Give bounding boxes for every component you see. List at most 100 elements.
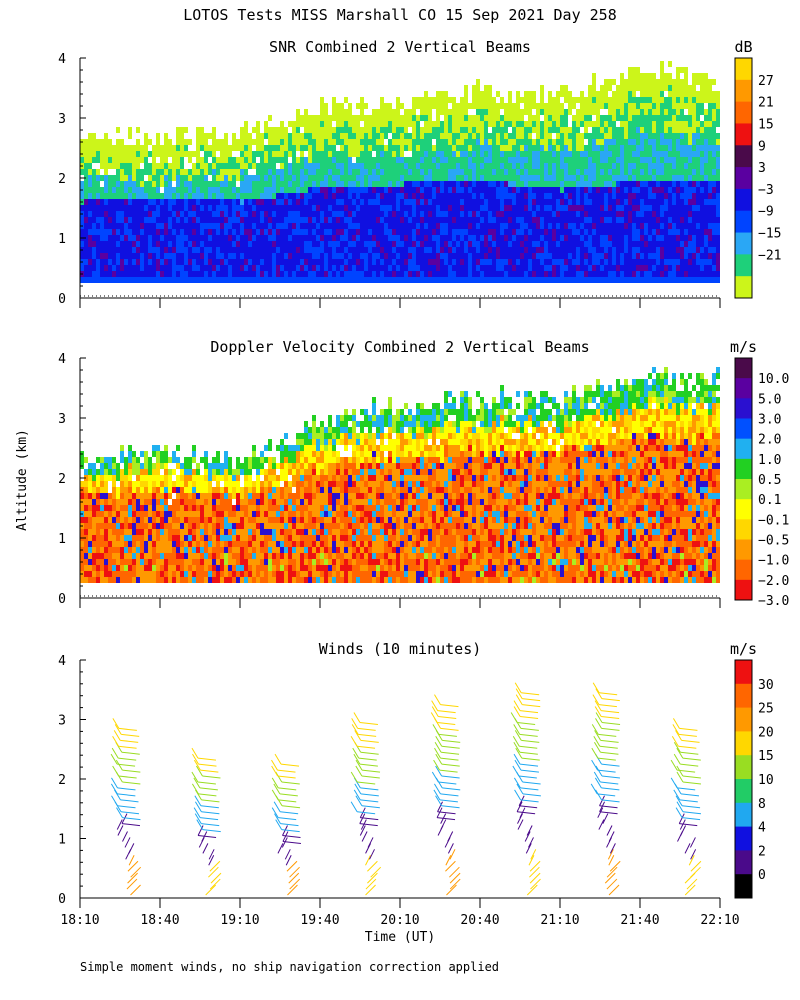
data-cell: [692, 253, 696, 259]
data-cell: [392, 121, 396, 127]
data-cell: [604, 235, 608, 241]
data-cell: [508, 277, 512, 283]
data-cell: [140, 175, 144, 181]
data-cell: [456, 151, 460, 157]
data-cell: [620, 211, 624, 217]
data-cell: [272, 145, 276, 151]
data-cell: [232, 247, 236, 253]
data-cell: [196, 193, 200, 199]
data-cell: [488, 259, 492, 265]
data-cell: [476, 151, 480, 157]
data-cell: [100, 253, 104, 259]
data-cell: [580, 193, 584, 199]
colorbar-label: −9: [758, 205, 774, 220]
data-cell: [656, 169, 660, 175]
data-cell: [468, 175, 472, 181]
data-cell: [160, 259, 164, 265]
data-cell: [92, 571, 96, 577]
data-cell: [520, 181, 524, 187]
data-cell: [92, 157, 96, 163]
data-cell: [264, 223, 268, 229]
data-cell: [324, 211, 328, 217]
data-cell: [524, 193, 528, 199]
data-cell: [292, 133, 296, 139]
data-cell: [408, 175, 412, 181]
data-cell: [640, 187, 644, 193]
data-cell: [596, 151, 600, 157]
data-cell: [80, 205, 84, 211]
data-cell: [692, 259, 696, 265]
data-cell: [444, 97, 448, 103]
data-cell: [152, 253, 156, 259]
data-cell: [492, 145, 496, 151]
data-cell: [472, 91, 476, 97]
data-cell: [364, 103, 368, 109]
data-cell: [276, 271, 280, 277]
data-cell: [284, 259, 288, 265]
data-cell: [392, 271, 396, 277]
data-cell: [332, 265, 336, 271]
data-cell: [116, 253, 120, 259]
data-cell: [280, 151, 284, 157]
data-cell: [148, 247, 152, 253]
data-cell: [316, 199, 320, 205]
data-cell: [80, 493, 84, 499]
data-cell: [200, 133, 204, 139]
data-cell: [236, 163, 240, 169]
data-cell: [716, 97, 720, 103]
data-cell: [344, 217, 348, 223]
data-cell: [712, 169, 716, 175]
data-cell: [636, 223, 640, 229]
data-cell: [116, 559, 120, 565]
data-cell: [88, 271, 92, 277]
data-cell: [480, 127, 484, 133]
data-cell: [124, 145, 128, 151]
data-cell: [404, 205, 408, 211]
data-cell: [636, 133, 640, 139]
data-cell: [196, 187, 200, 193]
data-cell: [644, 187, 648, 193]
data-cell: [480, 259, 484, 265]
data-cell: [400, 145, 404, 151]
data-cell: [484, 121, 488, 127]
data-cell: [488, 187, 492, 193]
data-cell: [584, 259, 588, 265]
data-cell: [412, 181, 416, 187]
data-cell: [432, 175, 436, 181]
data-cell: [308, 265, 312, 271]
data-cell: [120, 541, 124, 547]
data-cell: [440, 139, 444, 145]
data-cell: [376, 193, 380, 199]
data-cell: [568, 265, 572, 271]
data-cell: [436, 109, 440, 115]
data-cell: [652, 199, 656, 205]
data-cell: [380, 223, 384, 229]
data-cell: [412, 151, 416, 157]
data-cell: [284, 193, 288, 199]
data-cell: [620, 223, 624, 229]
data-cell: [244, 163, 248, 169]
data-cell: [480, 229, 484, 235]
data-cell: [616, 163, 620, 169]
data-cell: [636, 151, 640, 157]
data-cell: [384, 259, 388, 265]
data-cell: [100, 463, 104, 469]
data-cell: [176, 277, 180, 283]
data-cell: [392, 163, 396, 169]
data-cell: [448, 97, 452, 103]
data-cell: [328, 223, 332, 229]
data-cell: [104, 559, 108, 565]
data-cell: [496, 163, 500, 169]
data-cell: [92, 475, 96, 481]
data-cell: [344, 181, 348, 187]
y-tick-label: 4: [58, 52, 66, 67]
data-cell: [564, 163, 568, 169]
data-cell: [116, 139, 120, 145]
data-cell: [348, 235, 352, 241]
data-cell: [432, 145, 436, 151]
data-cell: [708, 163, 712, 169]
data-cell: [120, 205, 124, 211]
data-cell: [504, 151, 508, 157]
data-cell: [308, 259, 312, 265]
data-cell: [92, 169, 96, 175]
